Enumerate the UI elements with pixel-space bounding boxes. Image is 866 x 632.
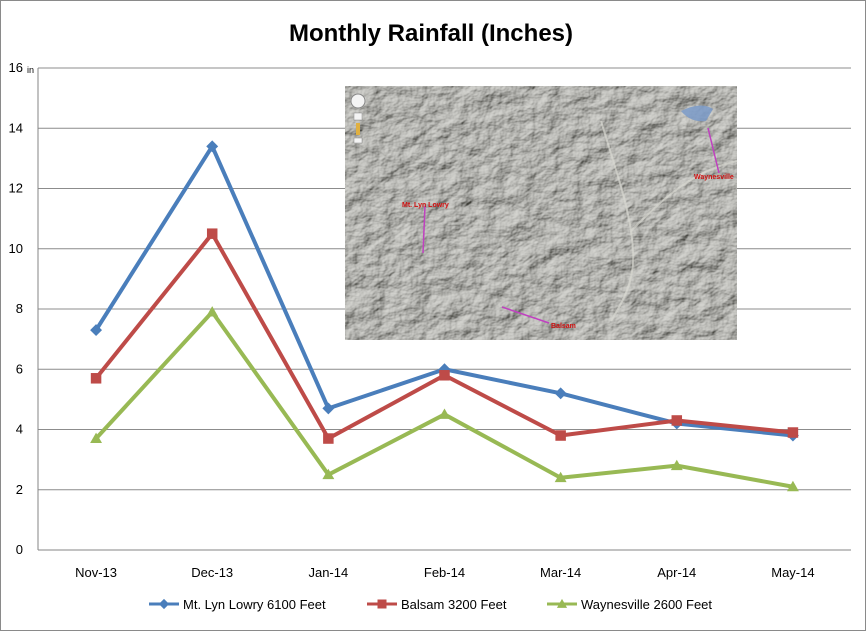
series-1-point [322, 402, 335, 415]
series-2-point [90, 373, 102, 384]
map-zoom-out-button[interactable] [353, 137, 363, 144]
y-axis-ticks: 0 2 4 6 8 10 12 14 16 [9, 60, 23, 557]
waynesville-marker-line [707, 127, 720, 174]
series-3-point [206, 306, 219, 317]
legend-marker-1 [158, 598, 170, 610]
map-pan-control[interactable] [350, 93, 366, 109]
y-tick-label: 6 [16, 361, 23, 376]
x-tick-label: Dec-13 [191, 565, 233, 580]
x-tick-label: Jan-14 [308, 565, 348, 580]
y-tick-label: 12 [9, 181, 23, 196]
series-1-point [90, 324, 103, 337]
x-tick-label: Mar-14 [540, 565, 581, 580]
map-pegman-icon[interactable] [356, 123, 360, 135]
series-3-point [322, 468, 335, 480]
series-1-point [554, 387, 567, 400]
y-tick-label: 0 [16, 542, 23, 557]
chart-title: Monthly Rainfall (Inches) [289, 20, 573, 47]
x-tick-label: Nov-13 [75, 565, 117, 580]
series-3-point [90, 432, 103, 443]
inset-terrain-map: Mt. Lyn Lowry Balsam Waynesville [345, 86, 738, 340]
legend-marker-2 [377, 599, 387, 609]
y-tick-label: 8 [16, 301, 23, 316]
series-1-point [206, 140, 219, 153]
series-3-point [438, 408, 451, 419]
x-tick-label: May-14 [771, 565, 814, 580]
y-tick-label: 14 [9, 120, 23, 135]
series-markers [90, 140, 799, 492]
map-label-balsam: Balsam [551, 323, 576, 330]
series-3-point [670, 459, 683, 471]
legend-marker-3 [556, 598, 568, 608]
x-axis-ticks: Nov-13 Dec-13 Jan-14 Feb-14 Mar-14 Apr-14 May-… [75, 565, 814, 580]
x-tick-label: Apr-14 [657, 565, 696, 580]
series-2-point [671, 415, 683, 426]
map-lake [681, 105, 713, 122]
legend-label-3: Waynesville 2600 Feet [581, 597, 712, 612]
series-3-point [786, 480, 799, 492]
series-2-point [439, 370, 450, 381]
legend-label-1: Mt. Lyn Lowry 6100 Feet [183, 597, 326, 612]
map-road [600, 120, 635, 322]
series-2-point [206, 228, 218, 239]
series-3-point [554, 471, 567, 483]
map-label-lowry: Mt. Lyn Lowry [402, 202, 449, 209]
series-2-point [323, 433, 334, 444]
map-zoom-in-button[interactable] [353, 112, 363, 121]
map-road-2 [630, 160, 738, 232]
x-tick-label: Feb-14 [424, 565, 465, 580]
y-tick-label: 10 [9, 241, 23, 256]
y-unit-label: in [27, 65, 34, 75]
map-label-waynesville: Waynesville [694, 174, 734, 181]
balsam-marker-line [501, 306, 550, 324]
series-2-point [555, 430, 566, 441]
map-terrain [345, 86, 737, 340]
y-tick-label: 16 [9, 60, 23, 75]
y-tick-label: 2 [16, 482, 23, 497]
legend-label-2: Balsam 3200 Feet [401, 597, 507, 612]
y-tick-label: 4 [16, 422, 23, 437]
series-2-point [787, 427, 799, 438]
lowry-marker-line [422, 205, 426, 254]
legend: Mt. Lyn Lowry 6100 Feet Balsam 3200 Feet W… [149, 597, 712, 612]
